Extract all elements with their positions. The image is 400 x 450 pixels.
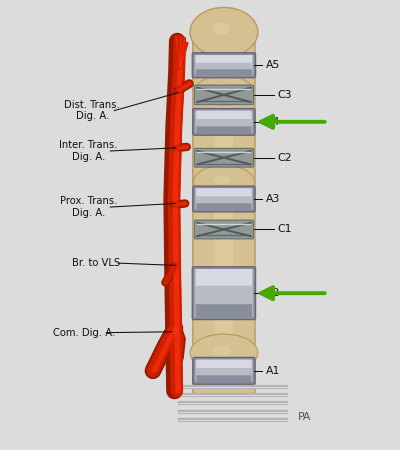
FancyBboxPatch shape — [196, 69, 252, 76]
FancyBboxPatch shape — [196, 360, 252, 368]
FancyBboxPatch shape — [194, 55, 253, 76]
FancyBboxPatch shape — [196, 126, 252, 133]
FancyBboxPatch shape — [193, 35, 255, 395]
Text: A1: A1 — [266, 366, 280, 376]
FancyBboxPatch shape — [194, 220, 254, 239]
Text: A4: A4 — [266, 117, 280, 127]
Ellipse shape — [213, 346, 231, 356]
Ellipse shape — [214, 22, 230, 35]
Text: Com. Dig. A.: Com. Dig. A. — [53, 328, 116, 338]
FancyBboxPatch shape — [195, 188, 253, 210]
Ellipse shape — [190, 334, 258, 372]
FancyBboxPatch shape — [195, 111, 253, 133]
FancyBboxPatch shape — [192, 267, 256, 319]
Ellipse shape — [195, 76, 253, 105]
Text: A2: A2 — [266, 288, 280, 298]
FancyBboxPatch shape — [196, 304, 252, 317]
FancyBboxPatch shape — [194, 269, 253, 317]
Text: Inter. Trans.
Dig. A.: Inter. Trans. Dig. A. — [59, 140, 118, 162]
Ellipse shape — [214, 176, 230, 185]
FancyBboxPatch shape — [194, 148, 254, 167]
Ellipse shape — [214, 84, 230, 92]
Text: Prox. Trans.
Dig. A.: Prox. Trans. Dig. A. — [60, 196, 117, 218]
FancyBboxPatch shape — [196, 111, 252, 119]
Ellipse shape — [193, 165, 255, 199]
Text: Br. to VLS: Br. to VLS — [72, 258, 120, 268]
Text: PA: PA — [298, 412, 311, 422]
FancyBboxPatch shape — [196, 203, 252, 210]
FancyBboxPatch shape — [193, 108, 255, 135]
Text: C1: C1 — [278, 225, 292, 234]
Text: A3: A3 — [266, 194, 280, 204]
Ellipse shape — [190, 7, 258, 57]
FancyBboxPatch shape — [193, 186, 255, 212]
Text: C3: C3 — [278, 90, 292, 100]
FancyBboxPatch shape — [196, 375, 252, 382]
Text: C2: C2 — [278, 153, 292, 163]
FancyBboxPatch shape — [193, 357, 255, 384]
FancyBboxPatch shape — [196, 55, 252, 63]
FancyBboxPatch shape — [196, 269, 252, 286]
FancyBboxPatch shape — [196, 188, 252, 196]
FancyBboxPatch shape — [195, 360, 253, 382]
FancyBboxPatch shape — [194, 85, 254, 105]
Text: Dist. Trans.
Dig. A.: Dist. Trans. Dig. A. — [64, 100, 120, 122]
FancyBboxPatch shape — [214, 41, 233, 388]
FancyBboxPatch shape — [192, 53, 256, 78]
Text: A5: A5 — [266, 60, 280, 70]
